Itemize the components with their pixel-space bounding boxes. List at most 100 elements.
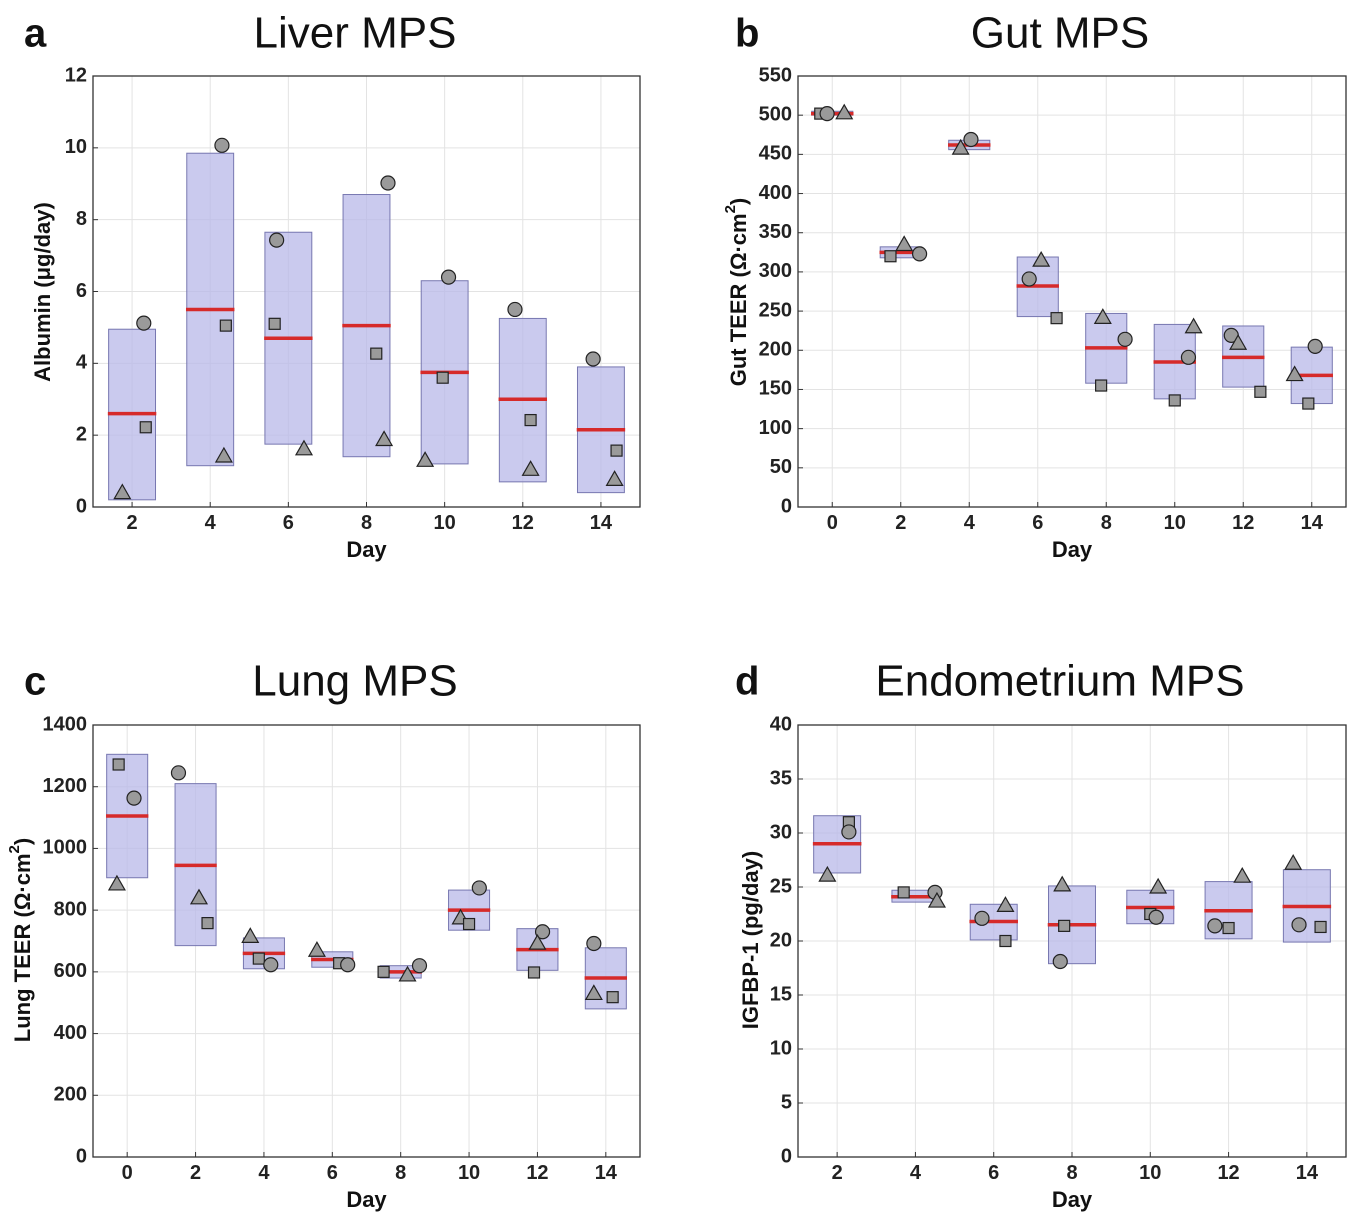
x-tick-label: 10 — [458, 1162, 480, 1184]
x-tick-label: 12 — [1232, 512, 1254, 534]
data-point-triangle — [818, 865, 837, 882]
y-tick-label: 15 — [770, 983, 792, 1005]
y-tick-label: 6 — [76, 280, 87, 302]
data-point-triangle — [398, 965, 417, 982]
x-tick-label: 4 — [910, 1162, 922, 1184]
data-point-square — [1168, 394, 1181, 407]
data-point-circle — [269, 232, 285, 248]
y-tick-label: 450 — [759, 143, 792, 165]
data-point-triangle — [528, 933, 547, 950]
y-tick-label: 12 — [65, 64, 87, 86]
x-axis-label: Day — [1052, 537, 1093, 562]
x-tick-label: 8 — [1066, 1162, 1077, 1184]
y-tick-label: 800 — [54, 898, 87, 920]
data-point-square — [1050, 312, 1063, 325]
data-point-square — [527, 966, 541, 979]
y-tick-label: 35 — [770, 767, 792, 789]
y-tick-label: 50 — [770, 456, 792, 478]
y-axis-label: Lung TEER (Ω·cm2) — [6, 838, 34, 1042]
data-point-square — [606, 991, 619, 1004]
data-point-circle — [1117, 331, 1133, 347]
data-point-square — [139, 421, 152, 434]
data-point-circle — [380, 175, 396, 191]
x-tick-label: 10 — [1164, 512, 1186, 534]
data-point-triangle — [1233, 866, 1252, 883]
data-point-circle — [1180, 349, 1197, 365]
x-tick-label: 4 — [205, 512, 217, 534]
data-point-triangle — [1053, 875, 1072, 892]
x-tick-label: 0 — [122, 1162, 133, 1184]
chart-title: Liver MPS — [254, 9, 457, 58]
y-axis-label: Albumin (μg/day) — [30, 202, 55, 382]
panel-letter: d — [735, 660, 759, 704]
x-tick-label: 4 — [258, 1162, 270, 1184]
x-tick-label: 14 — [1301, 512, 1324, 534]
data-point-circle — [841, 824, 857, 840]
data-point-triangle — [895, 235, 914, 252]
data-point-circle — [586, 935, 602, 952]
x-tick-label: 8 — [1101, 512, 1112, 534]
data-point-circle — [974, 910, 990, 926]
data-point-circle — [585, 351, 601, 367]
data-point-triangle — [996, 896, 1015, 912]
data-point-square — [201, 917, 214, 930]
data-point-triangle — [835, 103, 854, 120]
y-tick-label: 2 — [76, 423, 87, 445]
chart-title: Lung MPS — [252, 657, 457, 706]
data-point-circle — [1291, 917, 1307, 933]
data-point-square — [377, 965, 390, 978]
panel-b: b Gut MPS05010015020025030035040045050055… — [722, 9, 1347, 562]
x-axis-label: Day — [1052, 1187, 1093, 1212]
data-point-square — [884, 250, 897, 263]
data-point-square — [1254, 385, 1267, 398]
y-tick-label: 500 — [759, 103, 792, 125]
chart-title: Gut MPS — [971, 9, 1150, 58]
data-point-square — [370, 347, 383, 360]
data-point-triangle — [1284, 854, 1303, 870]
data-point-square — [1058, 919, 1071, 932]
y-tick-label: 1200 — [43, 775, 88, 797]
data-point-triangle — [241, 927, 260, 943]
plot-frame — [797, 75, 1347, 508]
y-tick-label: 10 — [65, 136, 87, 158]
data-point-circle — [170, 765, 187, 781]
data-point-triangle — [584, 984, 603, 1001]
data-point-square — [1314, 920, 1327, 934]
data-point-square — [112, 758, 125, 771]
data-point-circle — [1207, 918, 1223, 934]
data-point-circle — [1021, 271, 1037, 287]
data-point-triangle — [1285, 365, 1304, 382]
data-point-triangle — [107, 874, 126, 891]
x-tick-label: 10 — [434, 512, 456, 534]
data-point-triangle — [294, 439, 314, 456]
data-point-square — [219, 319, 232, 332]
data-point-circle — [411, 958, 428, 974]
x-tick-label: 2 — [895, 512, 906, 534]
data-point-triangle — [1093, 308, 1112, 324]
y-axis-label: Gut TEER (Ω·cm2) — [722, 198, 750, 387]
data-point-circle — [534, 924, 551, 940]
y-tick-label: 5 — [781, 1091, 792, 1113]
data-point-triangle — [113, 483, 132, 500]
y-tick-label: 40 — [770, 713, 792, 735]
y-tick-label: 0 — [781, 1145, 792, 1167]
y-tick-label: 0 — [781, 495, 792, 517]
data-point-circle — [214, 137, 230, 153]
x-tick-label: 6 — [327, 1162, 338, 1184]
data-point-circle — [440, 269, 457, 285]
data-point-circle — [263, 957, 279, 973]
data-point-circle — [1052, 953, 1068, 970]
data-point-triangle — [375, 430, 394, 447]
data-point-square — [462, 917, 476, 931]
y-tick-label: 400 — [759, 182, 792, 204]
data-point-square — [1095, 379, 1108, 392]
panel-letter: b — [735, 12, 759, 56]
data-point-triangle — [1229, 334, 1248, 350]
y-tick-label: 25 — [770, 875, 792, 897]
y-tick-label: 1000 — [43, 837, 88, 859]
x-tick-label: 12 — [1217, 1162, 1239, 1184]
y-tick-label: 0 — [76, 1145, 87, 1167]
x-tick-label: 14 — [595, 1162, 618, 1184]
y-tick-label: 30 — [770, 821, 792, 843]
